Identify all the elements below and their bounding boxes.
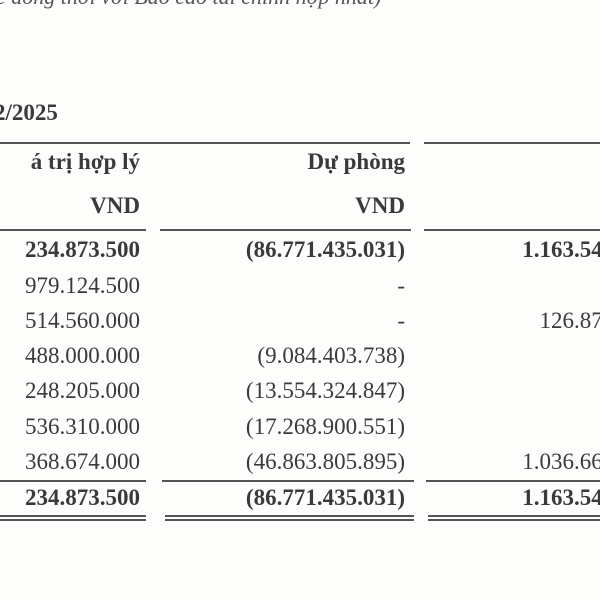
header-rule [424, 142, 600, 144]
total-double-rule [428, 515, 600, 521]
subtotal-rule [162, 480, 414, 482]
row-fair-value-cell: 248.205.000 [25, 378, 140, 403]
total-double-rule [165, 515, 414, 521]
note-text: c đồng thời với Báo cáo tài chính hợp nh… [0, 0, 381, 10]
row-provision-cell: (86.771.435.031) [245, 237, 405, 262]
row-provision-cell: (13.554.324.847) [245, 378, 405, 403]
header-rule [0, 142, 410, 144]
unit-rule [424, 229, 600, 231]
period-title: 2/2025 [0, 100, 58, 125]
row-provision-cell: (17.268.900.551) [245, 414, 405, 439]
header-provision: Dự phòng [307, 149, 405, 174]
row-fair-value-cell: 536.310.000 [25, 414, 140, 439]
row-fair-value-cell: 368.674.000 [25, 449, 140, 474]
row-provision-cell: (46.863.805.895) [245, 449, 405, 474]
total-double-rule [0, 515, 146, 521]
row-fair-value-cell: 514.560.000 [25, 308, 140, 333]
row-col3-cell: 1.036.667. [522, 449, 600, 474]
header-fair-value: á trị hợp lý [30, 149, 140, 174]
total-fair-value: 234.873.500 [25, 485, 140, 510]
row-fair-value-cell: 979.124.500 [25, 273, 140, 298]
row-col3-cell: 126.877. [539, 308, 600, 333]
subtotal-rule [426, 480, 600, 482]
subtotal-rule [0, 480, 146, 482]
unit-col2: VND [355, 193, 405, 218]
total-col3: 1.163.544. [522, 485, 600, 510]
unit-col1: VND [90, 193, 140, 218]
row-col3-cell: 1.163.544. [522, 237, 600, 262]
unit-rule [0, 229, 146, 231]
row-provision-cell: - [397, 273, 405, 298]
row-fair-value-cell: 234.873.500 [25, 237, 140, 262]
row-provision-cell: - [397, 308, 405, 333]
row-provision-cell: (9.084.403.738) [257, 343, 405, 368]
row-fair-value-cell: 488.000.000 [25, 343, 140, 368]
unit-rule [160, 229, 411, 231]
total-provision: (86.771.435.031) [245, 485, 405, 510]
